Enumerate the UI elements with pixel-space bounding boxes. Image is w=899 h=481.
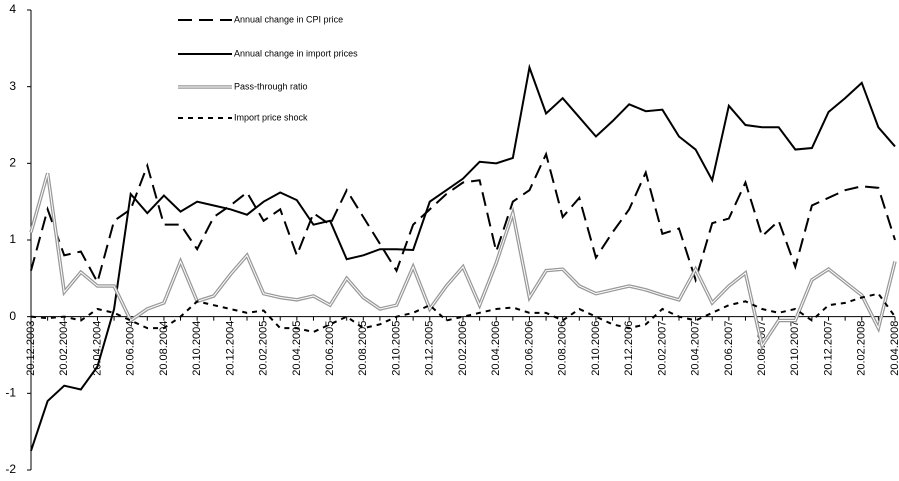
x-tick-label: 20.08.2005 [357,321,369,376]
y-tick-label: -2 [5,462,16,476]
x-tick-label: 20.10.2005 [390,321,402,376]
legend-label: Pass-through ratio [234,81,308,91]
x-tick-label: 20.06.2005 [324,321,336,376]
legend-label: Annual change in import prices [234,48,358,58]
x-tick-label: 20.02.2006 [457,321,469,376]
x-tick-label: 20.08.2004 [158,321,170,376]
x-tick-label: 20.02.2008 [856,321,868,376]
x-tick-label: 20.02.2004 [58,321,70,376]
y-tick-label: 2 [9,156,16,170]
y-tick-label: 1 [9,232,16,246]
y-tick-label: 0 [9,309,16,323]
x-tick-label: 20.04.2004 [91,321,103,376]
x-tick-label: 20.04.2006 [490,321,502,376]
y-tick-label: -1 [5,386,16,400]
x-tick-label: 20.12.2006 [623,321,635,376]
x-tick-label: 20.08.2006 [557,321,569,376]
x-tick-label: 20.10.2007 [789,321,801,376]
x-tick-label: 20.12.2004 [224,321,236,376]
x-tick-label: 20.12.2003 [25,321,37,376]
series-line [30,151,896,285]
series-line [30,292,896,334]
x-tick-label: 20.04.2008 [889,321,899,376]
x-tick-label: 20.06.2004 [125,321,137,376]
series-line [30,63,896,452]
y-tick-label: 3 [9,79,16,93]
x-tick-label: 20.10.2004 [191,321,203,376]
x-tick-label: 20.04.2007 [690,321,702,376]
y-tick-label: 4 [9,2,16,16]
x-tick-label: 20.10.2006 [590,321,602,376]
series-line-inner [30,173,896,348]
x-tick-label: 20.12.2005 [424,321,436,376]
x-tick-label: 20.02.2005 [258,321,270,376]
legend-label: Import price shock [234,112,308,122]
x-tick-label: 20.02.2007 [656,321,668,376]
x-tick-label: 20.06.2006 [523,321,535,376]
x-tick-label: 20.04.2005 [291,321,303,376]
x-tick-label: 20.06.2007 [723,321,735,376]
x-tick-label: 20.12.2007 [822,321,834,376]
legend-label: Annual change in CPI price [234,14,343,24]
